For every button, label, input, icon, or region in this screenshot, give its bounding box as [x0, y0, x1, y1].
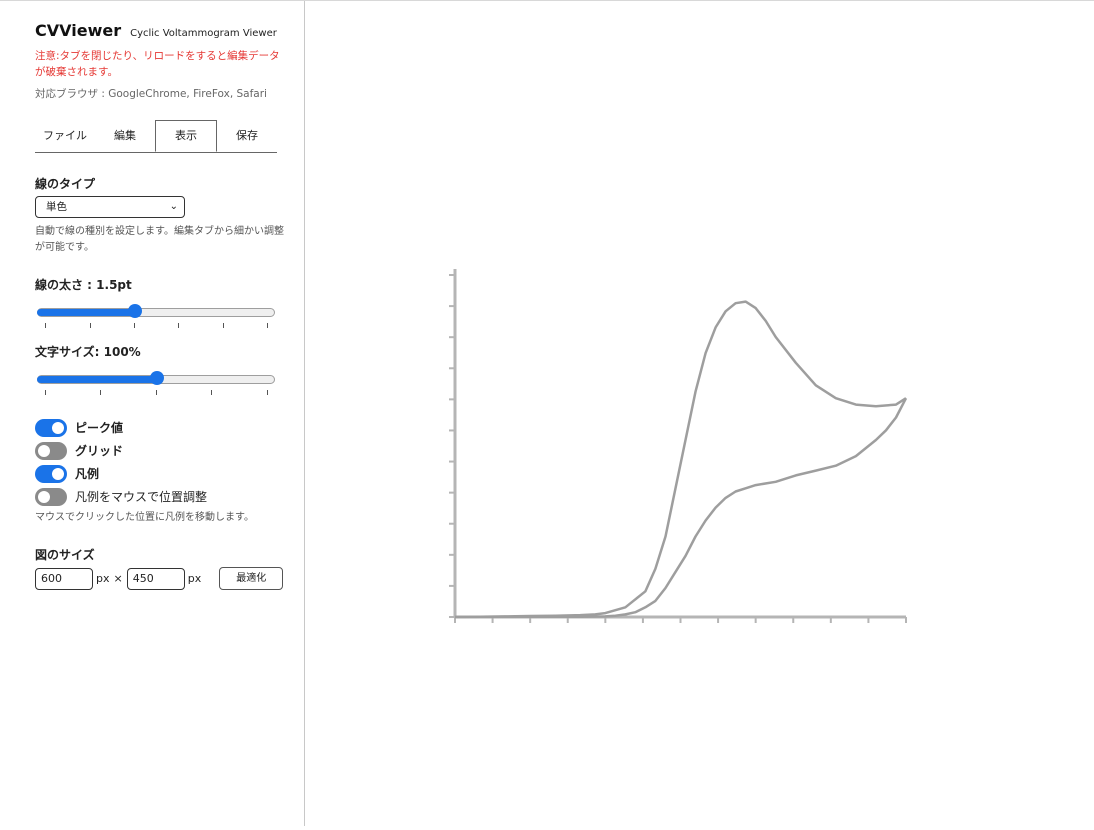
- legend-mouse-toggle[interactable]: [35, 487, 67, 506]
- cv-reverse-scan-line: [454, 397, 908, 619]
- line-width-label: 線の太さ : 1.5pt: [35, 278, 132, 292]
- legend-toggle[interactable]: [35, 464, 67, 483]
- figure-width-input[interactable]: 600: [35, 567, 93, 590]
- toggle-knob: [52, 467, 64, 480]
- tab-save[interactable]: 保存: [236, 129, 258, 142]
- chart-ticks: [449, 274, 907, 623]
- slider-tick: [178, 323, 179, 328]
- toggle-row-peak: ピーク値: [35, 416, 285, 439]
- font-size-slider[interactable]: [35, 368, 275, 395]
- line-type-help: 自動で線の種別を設定します。編集タブから細かい調整が可能です。: [35, 226, 284, 253]
- tab-edit[interactable]: 編集: [114, 129, 136, 142]
- figure-size-row: 600 px × 450 px 最適化: [35, 567, 285, 590]
- slider-tick: [45, 390, 46, 395]
- slider-tick: [156, 390, 157, 395]
- toggle-row-grid: グリッド: [35, 439, 285, 462]
- slider-thumb[interactable]: [150, 371, 164, 385]
- chevron-down-icon: ⌄: [169, 201, 178, 212]
- grid-toggle-label: グリッド: [75, 444, 124, 458]
- supported-browsers: 対応ブラウザ : GoogleChrome, FireFox, Safari: [35, 88, 267, 100]
- tab-file[interactable]: ファイル: [43, 129, 87, 142]
- sidebar-content: CVViewer Cyclic Voltammogram Viewer 注意:タ…: [35, 21, 285, 590]
- slider-tick: [134, 323, 135, 328]
- line-type-label: 線のタイプ: [35, 177, 96, 191]
- legend-toggle-label: 凡例: [75, 467, 100, 481]
- times-sign: ×: [113, 572, 123, 585]
- slider-tick: [90, 323, 91, 328]
- tab-view[interactable]: 表示: [155, 120, 217, 152]
- toggle-knob: [52, 421, 64, 434]
- app-name: CVViewer: [35, 21, 122, 40]
- font-size-label: 文字サイズ: 100%: [35, 345, 141, 359]
- chart-curves: [454, 300, 908, 619]
- toggle-knob: [38, 444, 50, 457]
- peak-toggle-label: ピーク値: [75, 421, 124, 435]
- slider-tick: [211, 390, 212, 395]
- peak-toggle[interactable]: [35, 418, 67, 437]
- cv-forward-scan-line: [454, 300, 907, 619]
- legend-mouse-help: マウスでクリックした位置に凡例を移動します。: [35, 512, 254, 523]
- app-subtitle: Cyclic Voltammogram Viewer: [130, 28, 277, 39]
- line-type-selected: 単色: [46, 201, 67, 213]
- grid-toggle[interactable]: [35, 441, 67, 460]
- height-unit: px: [187, 572, 202, 585]
- chart-area: [306, 1, 1094, 826]
- toggle-row-legend-mouse: 凡例をマウスで位置調整: [35, 485, 285, 508]
- sidebar: CVViewer Cyclic Voltammogram Viewer 注意:タ…: [0, 1, 305, 826]
- figure-size-label: 図のサイズ: [35, 548, 95, 562]
- line-width-slider[interactable]: [35, 301, 275, 328]
- line-type-select[interactable]: 単色 ⌄: [35, 196, 185, 218]
- app-header: CVViewer Cyclic Voltammogram Viewer: [35, 21, 285, 40]
- warning-text: 注意:タブを閉じたり、リロードをすると編集データが破棄されます。: [35, 50, 280, 78]
- toggle-row-legend: 凡例: [35, 462, 285, 485]
- display-toggles: ピーク値 グリッド 凡例 凡例をマウスで位置調整 マウスでクリックした位置に凡例…: [35, 416, 285, 526]
- optimize-button[interactable]: 最適化: [219, 567, 284, 590]
- slider-fill: [37, 309, 135, 316]
- slider-tick: [45, 323, 46, 328]
- tab-bar: ファイル 編集 表示 保存: [35, 120, 277, 153]
- figure-height-input[interactable]: 450: [126, 567, 185, 590]
- slider-tick: [223, 323, 224, 328]
- cv-chart: [449, 269, 908, 623]
- slider-tick: [267, 323, 268, 328]
- top-border: [0, 0, 1094, 1]
- slider-tick: [100, 390, 101, 395]
- legend-mouse-toggle-label: 凡例をマウスで位置調整: [75, 490, 208, 504]
- width-unit: px: [96, 572, 110, 585]
- slider-tick: [267, 390, 268, 395]
- slider-thumb[interactable]: [128, 304, 142, 318]
- toggle-knob: [38, 490, 50, 503]
- slider-fill: [37, 376, 157, 383]
